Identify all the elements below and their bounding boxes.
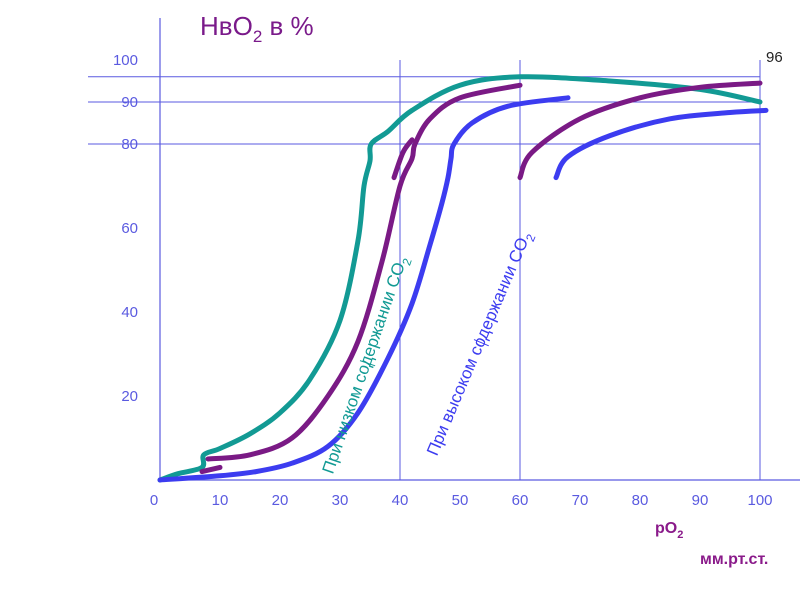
annotation-low-text: При низком содержании CO <box>319 260 409 476</box>
x-tick-label-100: 100 <box>747 492 772 509</box>
annotation-pointer-high <box>473 339 489 347</box>
x-tick-label-10: 10 <box>212 492 229 509</box>
annotation-high-text: При высоком содержании CO <box>423 235 532 459</box>
x-tick-label-90: 90 <box>692 492 709 509</box>
x-axis-label-sub: 2 <box>677 529 683 541</box>
y-tick-label-80: 80 <box>121 136 138 153</box>
series-line-normal_segment <box>199 464 223 475</box>
x-tick-label-30: 30 <box>332 492 349 509</box>
y-tick-label-60: 60 <box>121 220 138 237</box>
chart-title-rest: в % <box>262 11 313 41</box>
series-layer <box>157 74 769 483</box>
x-tick-label-70: 70 <box>572 492 589 509</box>
series-line-normal_upper_fragment <box>391 137 415 181</box>
annotation-high: При высоком содержании CO2 <box>423 228 539 460</box>
series-line-high_co2_right <box>553 107 769 181</box>
x-tick-label-0: 0 <box>150 492 158 509</box>
series-line-normal_right <box>517 80 763 181</box>
y-tick-label-100: 100 <box>113 52 138 69</box>
series-line-low_co2 <box>157 74 763 483</box>
x-axis-label-main: pO <box>655 520 677 537</box>
y-tick-label-40: 40 <box>121 304 138 321</box>
value-label-96: 96 <box>766 49 783 66</box>
chart-title-sub: 2 <box>253 27 262 46</box>
x-axis-units: мм.рт.ст. <box>700 551 768 568</box>
x-tick-label-50: 50 <box>452 492 469 509</box>
series-line-high_co2 <box>157 95 571 483</box>
x-tick-label-80: 80 <box>632 492 649 509</box>
axes <box>159 18 800 481</box>
annotation-high-sub: 2 <box>523 232 539 244</box>
chart-title-main: HвO <box>200 11 253 41</box>
chart-title: HвO2 в % <box>200 11 314 46</box>
annotation-low-sub: 2 <box>399 256 415 267</box>
annotation-pointer-low <box>359 360 376 367</box>
reference-lines <box>88 60 761 480</box>
x-tick-label-20: 20 <box>272 492 289 509</box>
y-tick-label-20: 20 <box>121 388 138 405</box>
x-tick-label-60: 60 <box>512 492 529 509</box>
x-axis-label: pO2 <box>655 520 683 541</box>
y-tick-label-90: 90 <box>121 94 138 111</box>
tick-labels: 0 10 20 30 40 50 60 70 80 90 100 20 40 60 80 90 100 <box>113 52 773 509</box>
series-line-normal <box>205 82 523 462</box>
x-tick-label-40: 40 <box>392 492 409 509</box>
